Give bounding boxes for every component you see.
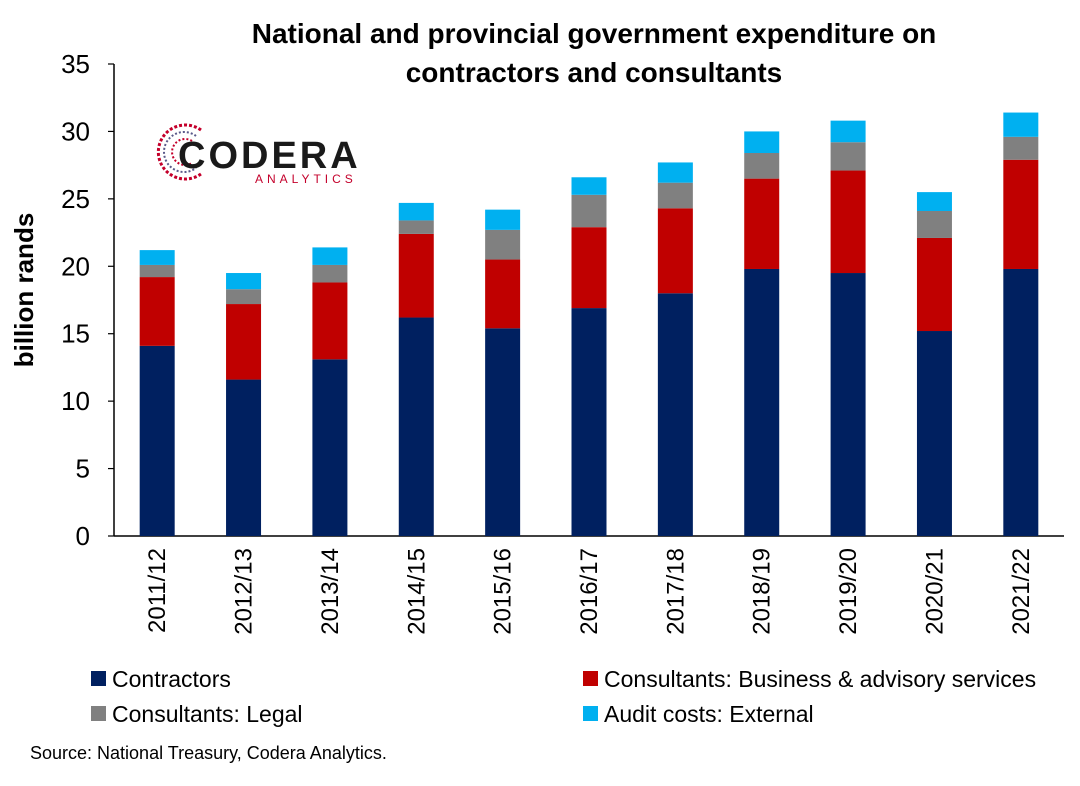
- legend-swatch-contractors: [91, 671, 106, 686]
- legend-swatch-audit: [583, 706, 598, 721]
- bar-segment-2017-18-series-4: [657, 162, 693, 183]
- bar-segment-2019-20-series-3: [830, 142, 866, 171]
- bar-segment-2015-16-series-3: [485, 229, 521, 260]
- bar-segment-2011-12-series-4: [139, 250, 175, 265]
- legend-label-contractors: Contractors: [112, 666, 231, 692]
- x-tick-label: 2020/21: [921, 548, 948, 635]
- legend-label-business-advisory: Consultants: Business & advisory service…: [604, 666, 1036, 692]
- bar-segment-2016-17-series-4: [571, 177, 607, 195]
- y-tick-label: 30: [61, 116, 90, 146]
- x-tick-label: 2013/14: [317, 548, 344, 635]
- legend: Contractors Consultants: Business & advi…: [91, 666, 1036, 727]
- bar-segment-2013-14-series-1: [312, 359, 348, 536]
- bar-segment-2018-19-series-1: [744, 268, 780, 536]
- y-axis-label: billion rands: [9, 213, 39, 368]
- y-tick-label: 35: [61, 49, 90, 79]
- bar-segment-2020-21-series-3: [916, 210, 952, 238]
- y-tick-label: 20: [61, 251, 90, 281]
- x-tick-label: 2021/22: [1008, 548, 1035, 635]
- bar-segment-2013-14-series-3: [312, 264, 348, 283]
- chart-title-line-1: National and provincial government expen…: [252, 18, 937, 49]
- x-tick-label: 2014/15: [403, 548, 430, 635]
- logo-mark: [156, 123, 202, 181]
- bar-segment-2020-21-series-2: [916, 237, 952, 332]
- legend-swatch-legal: [91, 706, 106, 721]
- bars: [139, 112, 1039, 536]
- bar-segment-2016-17-series-3: [571, 194, 607, 228]
- x-tick-label: 2018/19: [749, 548, 776, 635]
- bar-segment-2014-15-series-1: [398, 317, 434, 536]
- bar-segment-2014-15-series-2: [398, 233, 434, 318]
- legend-label-audit: Audit costs: External: [604, 701, 814, 727]
- y-tick-label: 0: [76, 521, 90, 551]
- bar-segment-2011-12-series-2: [139, 277, 175, 346]
- x-tick-label: 2016/17: [576, 548, 603, 635]
- bar-segment-2018-19-series-2: [744, 178, 780, 269]
- bar-segment-2011-12-series-1: [139, 345, 175, 536]
- bar-segment-2021-22-series-3: [1003, 136, 1039, 160]
- logo-name: CODERA: [178, 135, 361, 177]
- bar-segment-2012-13-series-3: [226, 289, 262, 305]
- bar-segment-2021-22-series-1: [1003, 268, 1039, 536]
- x-tick-label: 2011/12: [144, 548, 171, 633]
- bar-segment-2014-15-series-4: [398, 202, 434, 221]
- bar-segment-2019-20-series-4: [830, 120, 866, 143]
- bar-segment-2015-16-series-2: [485, 259, 521, 329]
- codera-logo: CODERA ANALYTICS: [156, 123, 361, 186]
- bar-segment-2011-12-series-3: [139, 264, 175, 278]
- bar-segment-2012-13-series-2: [226, 304, 262, 380]
- bar-segment-2016-17-series-1: [571, 308, 607, 536]
- bar-segment-2017-18-series-3: [657, 182, 693, 209]
- bar-segment-2012-13-series-4: [226, 273, 262, 290]
- bar-segment-2020-21-series-1: [916, 331, 952, 536]
- bar-segment-2018-19-series-3: [744, 153, 780, 179]
- bar-segment-2013-14-series-4: [312, 247, 348, 265]
- bar-segment-2019-20-series-1: [830, 273, 866, 536]
- legend-swatch-business-advisory: [583, 671, 598, 686]
- bar-segment-2014-15-series-3: [398, 220, 434, 234]
- bar-segment-2016-17-series-2: [571, 227, 607, 309]
- y-tick-label: 25: [61, 184, 90, 214]
- chart-title-line-2: contractors and consultants: [406, 57, 783, 88]
- y-tick-label: 5: [76, 454, 90, 484]
- y-tick-label: 15: [61, 319, 90, 349]
- bar-segment-2020-21-series-4: [916, 192, 952, 211]
- y-tick-label: 10: [61, 386, 90, 416]
- bar-segment-2019-20-series-2: [830, 170, 866, 274]
- bar-segment-2015-16-series-4: [485, 209, 521, 230]
- x-tick-label: 2012/13: [231, 548, 258, 635]
- bar-segment-2017-18-series-2: [657, 208, 693, 294]
- bar-segment-2012-13-series-1: [226, 379, 262, 536]
- x-tick-label: 2017/18: [662, 548, 689, 635]
- bar-segment-2017-18-series-1: [657, 293, 693, 536]
- x-tick-label: 2015/16: [490, 548, 517, 635]
- y-axis-ticks: 0 5 10 15 20 25 30 35: [61, 49, 114, 551]
- legend-label-legal: Consultants: Legal: [112, 701, 303, 727]
- source-note: Source: National Treasury, Codera Analyt…: [30, 743, 387, 763]
- bar-segment-2015-16-series-1: [485, 328, 521, 536]
- x-tick-label: 2019/20: [835, 548, 862, 635]
- bar-segment-2018-19-series-4: [744, 131, 780, 154]
- bar-segment-2021-22-series-2: [1003, 159, 1039, 269]
- x-axis-ticks: 2011/12 2012/13 2013/14 2014/15 2015/16 2016/…: [144, 548, 1035, 635]
- logo-subtitle: ANALYTICS: [255, 172, 357, 186]
- bar-segment-2013-14-series-2: [312, 282, 348, 360]
- bar-segment-2021-22-series-4: [1003, 112, 1039, 137]
